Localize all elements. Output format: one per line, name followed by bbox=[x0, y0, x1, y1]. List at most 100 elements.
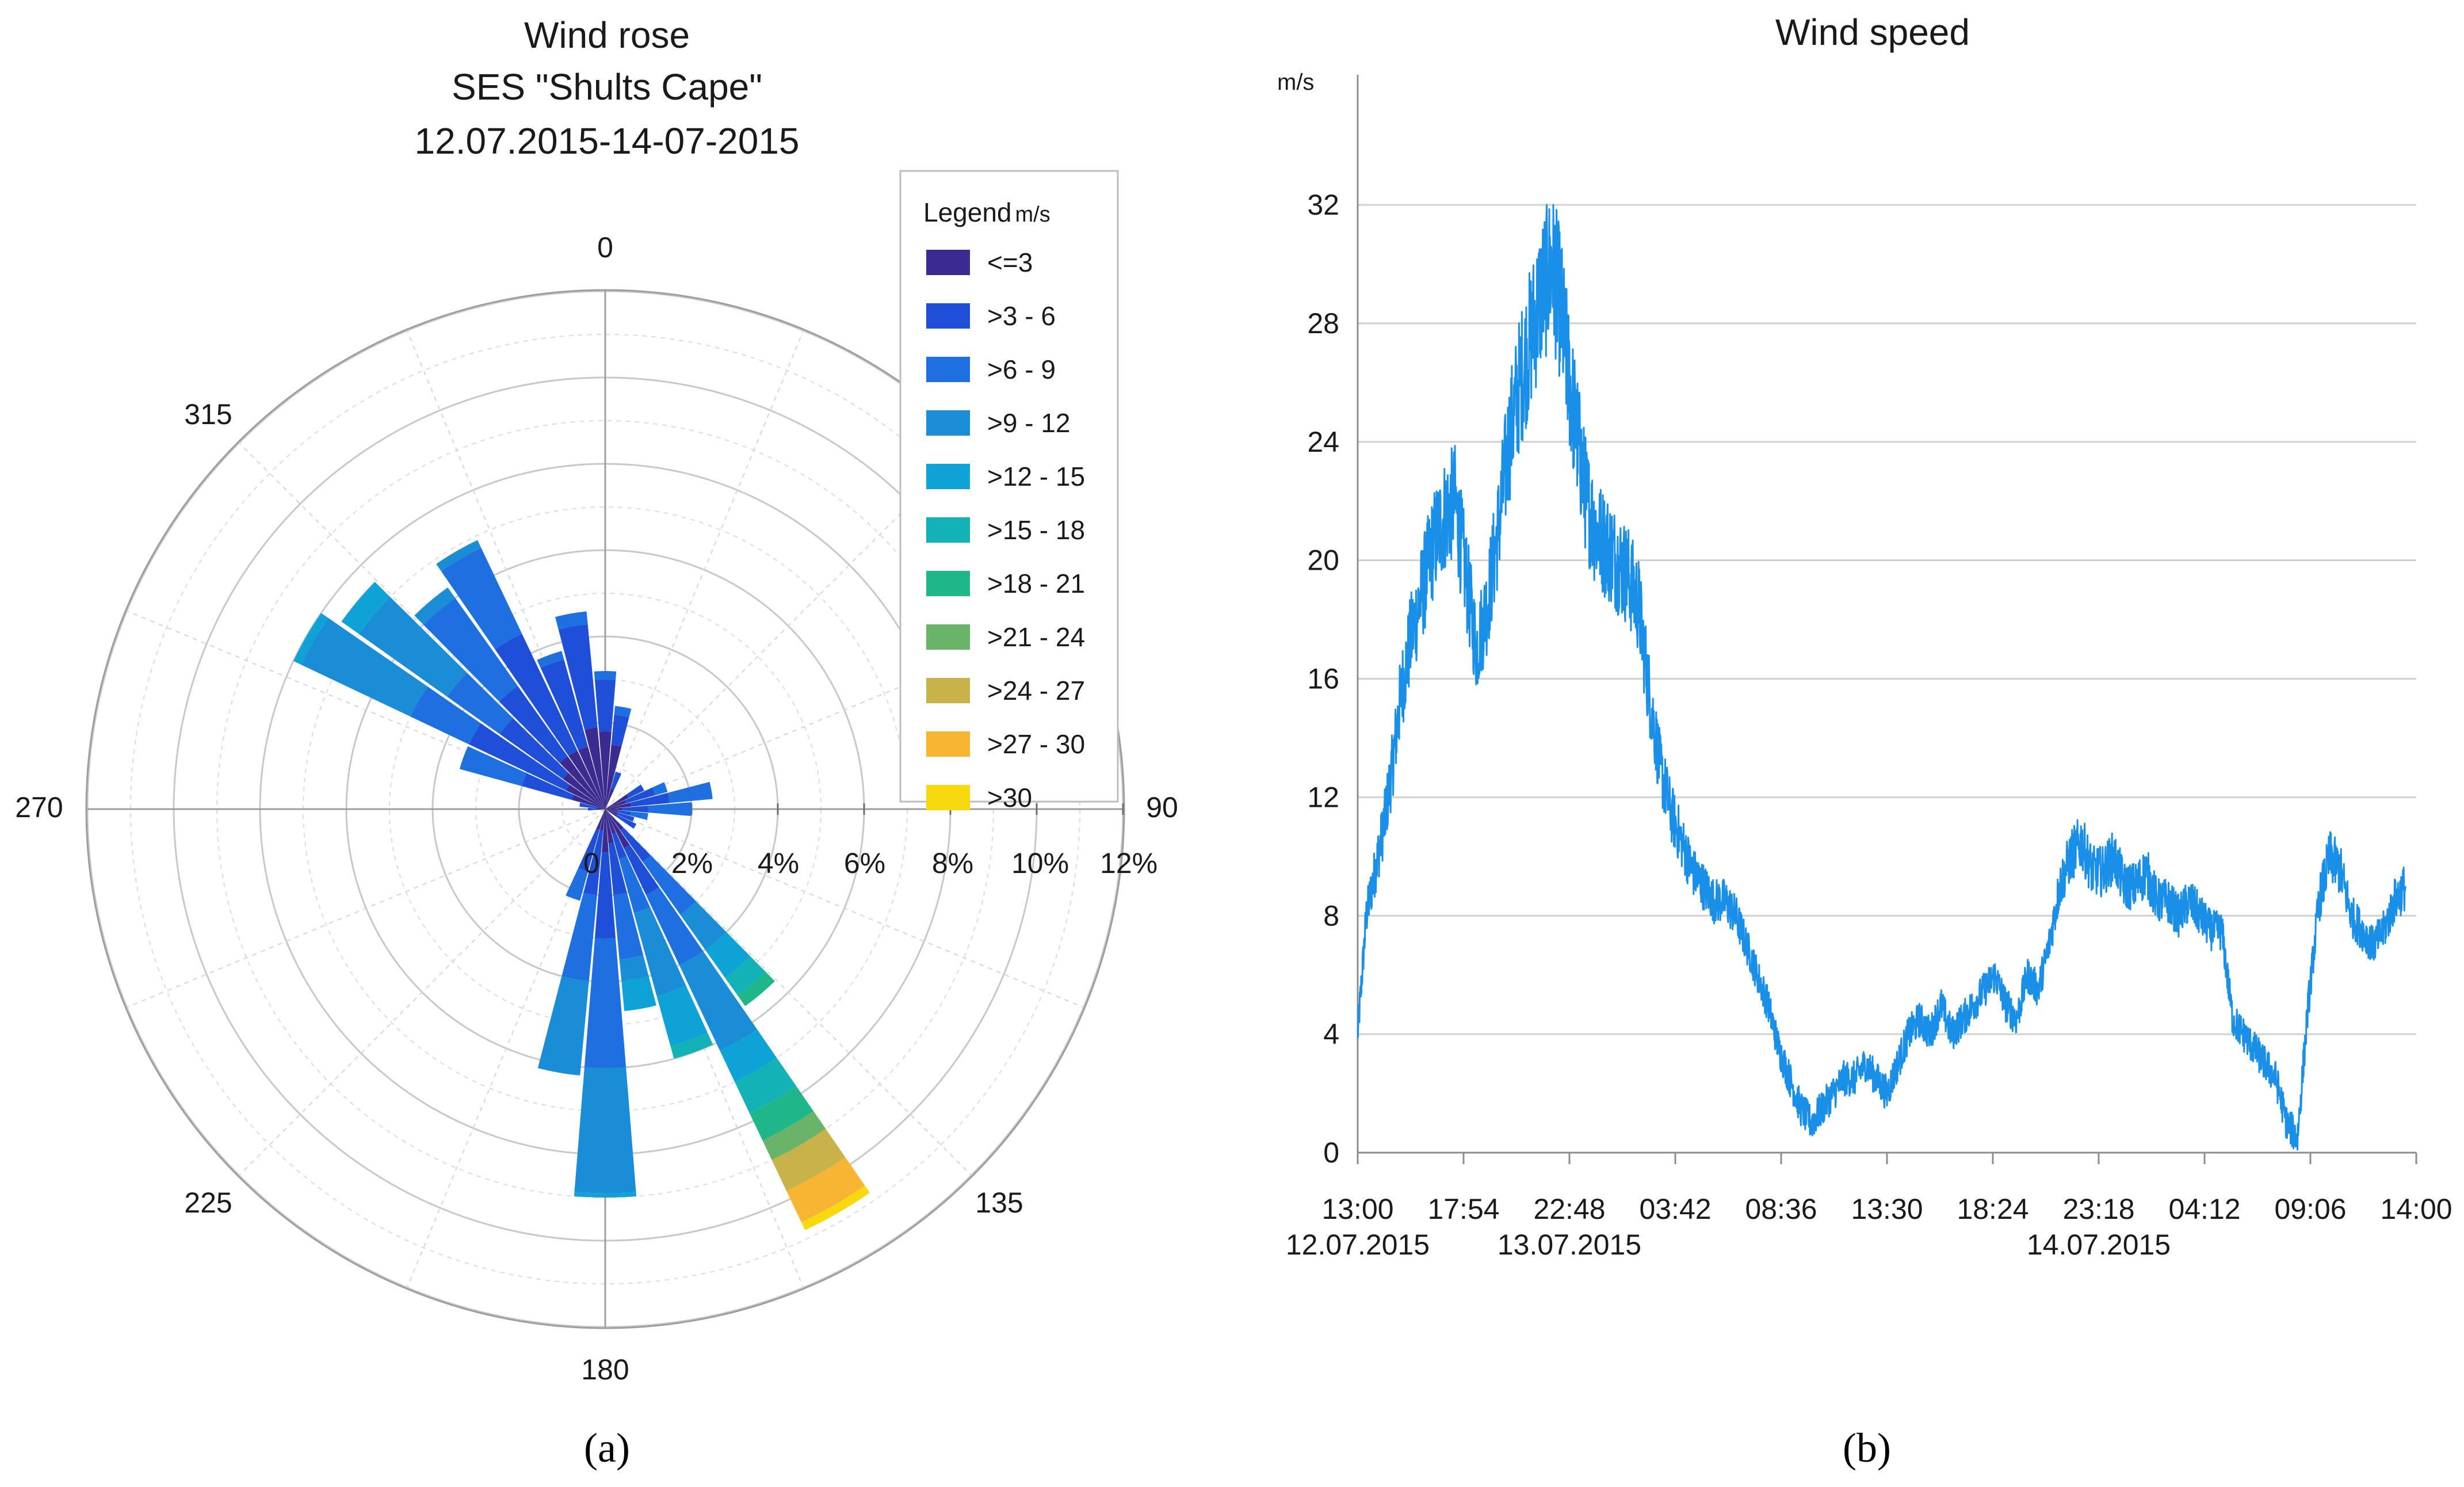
x-date-label-7: 14.07.2015 bbox=[2027, 1229, 2171, 1261]
wind-speed-line bbox=[1357, 204, 2406, 1151]
rose-wedge-20-bin-1 bbox=[610, 771, 622, 790]
wind-speed-panel: Wind speed m/s 0 4 8 12 16 20 24 28 32 13:00 12.0… bbox=[1277, 12, 2452, 1471]
x-tick-label-6: 18:24 bbox=[1957, 1193, 2028, 1225]
line-series bbox=[1357, 204, 2406, 1151]
direction-label-90: 90 bbox=[1146, 791, 1178, 823]
legend-label-9: >27 - 30 bbox=[987, 729, 1085, 759]
rose-wedge-150-bin-8 bbox=[771, 1128, 846, 1191]
x-tick-label-1: 17:54 bbox=[1427, 1193, 1499, 1225]
legend-label-1: >3 - 6 bbox=[987, 301, 1056, 331]
rose-legend: Legend m/s <=3 >3 - 6 >6 - 9 >9 - 12 >12 - 15… bbox=[899, 170, 1119, 813]
legend-title-text: Legend bbox=[923, 197, 1012, 227]
rose-wedge-140-bin-6 bbox=[738, 972, 775, 1006]
direction-label-315: 315 bbox=[184, 398, 232, 430]
legend-swatch-8 bbox=[926, 678, 970, 703]
rose-wedge-150-bin-7 bbox=[762, 1111, 826, 1160]
rose-wedge-300-bin-1 bbox=[468, 723, 570, 791]
legend-units: m/s bbox=[1015, 203, 1050, 227]
rose-wedge-150-bin-5 bbox=[735, 1058, 797, 1114]
legend-swatch-6 bbox=[926, 571, 970, 596]
rose-wedge-270-bin-0 bbox=[597, 808, 605, 810]
rose-wedge-270-bin-1 bbox=[588, 807, 597, 811]
rose-spoke-45 bbox=[605, 442, 972, 810]
rose-wedge-120-bin-1 bbox=[616, 814, 637, 829]
rose-wedge-140-bin-5 bbox=[725, 956, 766, 996]
legend-swatch-3 bbox=[926, 410, 970, 436]
rose-wedge-120-bin-0 bbox=[605, 809, 617, 817]
rose-wedge-160-bin-2 bbox=[618, 856, 651, 913]
direction-label-270: 270 bbox=[15, 791, 63, 823]
rose-wedge-310-bin-0 bbox=[563, 772, 605, 809]
y-tick-label-24: 24 bbox=[1307, 426, 1339, 458]
radial-label-4: 4% bbox=[758, 847, 799, 879]
rose-wedge-150-bin-3 bbox=[679, 951, 758, 1051]
legend-swatch-7 bbox=[926, 624, 970, 650]
rose-wedge-140-bin-2 bbox=[643, 855, 696, 915]
x-date-label-0: 12.07.2015 bbox=[1286, 1229, 1430, 1261]
rose-wedge-70-bin-1 bbox=[625, 787, 655, 804]
rose-wedge-310-bin-1 bbox=[499, 718, 568, 779]
rose-title-line-1: Wind rose bbox=[524, 14, 690, 56]
legend-label-5: >15 - 18 bbox=[987, 515, 1085, 545]
legend-swatch-5 bbox=[926, 517, 970, 543]
rose-wedge-320-bin-0 bbox=[560, 756, 605, 809]
rose-wedge-110-bin-1 bbox=[617, 812, 635, 822]
legend-swatch-9 bbox=[926, 731, 970, 757]
x-tick-label-4: 08:36 bbox=[1745, 1193, 1817, 1225]
rose-wedge-320-bin-2 bbox=[423, 598, 518, 702]
legend-label-8: >24 - 27 bbox=[987, 676, 1085, 706]
rose-wedge-200-bin-1 bbox=[578, 829, 600, 872]
rose-wedge-170-bin-3 bbox=[619, 955, 649, 981]
x-tick-label-2: 22:48 bbox=[1533, 1193, 1605, 1225]
direction-label-180: 180 bbox=[581, 1353, 629, 1386]
y-tick-label-8: 8 bbox=[1323, 899, 1339, 932]
rose-wedge-150-bin-0 bbox=[605, 809, 630, 848]
rose-wedge-170-bin-0 bbox=[605, 809, 614, 844]
rose-wedge-190-bin-1 bbox=[583, 830, 603, 895]
rose-wedge-330-bin-3 bbox=[436, 540, 482, 571]
rose-wedge-150-bin-1 bbox=[624, 844, 659, 895]
rose-wedge-150-bin-6 bbox=[749, 1086, 814, 1141]
rose-wedge-0-bin-0 bbox=[599, 731, 612, 809]
rose-wedge-10-bin-2 bbox=[614, 706, 632, 718]
rose-wedge-150-bin-10 bbox=[801, 1185, 870, 1230]
y-tick-label-12: 12 bbox=[1307, 781, 1339, 813]
rose-wedge-160-bin-0 bbox=[605, 809, 616, 834]
legend-label-10: >30 bbox=[987, 783, 1032, 813]
rose-spoke-112.5 bbox=[605, 809, 1084, 1008]
rose-wedge-300-bin-0 bbox=[566, 784, 605, 809]
rose-wedge-100-bin-0 bbox=[605, 809, 618, 813]
x-tick-label-7: 23:18 bbox=[2062, 1193, 2134, 1225]
rose-wedge-310-bin-4 bbox=[341, 582, 391, 634]
rose-labels: 0 90 135 180 225 270 315 bbox=[15, 231, 1178, 1386]
x-tick-label-3: 03:42 bbox=[1639, 1193, 1711, 1225]
rose-wedge-90-bin-2 bbox=[648, 802, 692, 817]
legend-swatch-2 bbox=[926, 357, 970, 382]
x-tick-label-8: 04:12 bbox=[2168, 1193, 2240, 1225]
rose-wedge-90-bin-1 bbox=[622, 805, 648, 813]
rose-wedge-180-bin-3 bbox=[574, 1067, 636, 1194]
legend-label-3: >9 - 12 bbox=[987, 408, 1071, 438]
legend-title: Legend m/s bbox=[923, 197, 1050, 227]
legend-label-6: >18 - 21 bbox=[987, 569, 1085, 598]
direction-label-0: 0 bbox=[597, 231, 613, 264]
radial-label-6: 6% bbox=[844, 847, 885, 879]
x-tick-label-10: 14:00 bbox=[2380, 1193, 2452, 1225]
y-tick-label-20: 20 bbox=[1307, 544, 1339, 577]
legend-items: <=3 >3 - 6 >6 - 9 >9 - 12 >12 - 15 >15 - 18 >1… bbox=[926, 247, 1085, 813]
rose-wedge-160-bin-3 bbox=[633, 907, 686, 997]
rose-wedge-100-bin-1 bbox=[617, 810, 631, 816]
rose-wedge-350-bin-0 bbox=[585, 727, 605, 809]
rose-wedge-180-bin-1 bbox=[594, 852, 616, 939]
rose-wedge-280-bin-1 bbox=[579, 802, 597, 809]
rose-wedge-290-bin-0 bbox=[572, 795, 605, 809]
rose-wedge-190-bin-2 bbox=[561, 893, 597, 981]
rose-wedge-200-bin-2 bbox=[566, 868, 589, 901]
rose-wedge-310-bin-3 bbox=[359, 597, 467, 697]
rose-title-line-3: 12.07.2015-14-07-2015 bbox=[415, 120, 800, 162]
rose-wedge-300-bin-3 bbox=[301, 617, 428, 717]
radial-label-10: 10% bbox=[1011, 847, 1069, 879]
rose-wedge-140-bin-3 bbox=[680, 901, 727, 950]
rose-wedge-160-bin-1 bbox=[612, 832, 627, 859]
